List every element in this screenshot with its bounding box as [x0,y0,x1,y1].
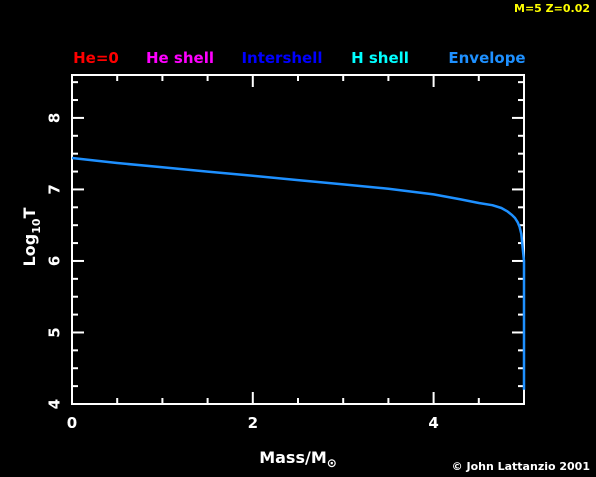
y-tick-label: 4 [46,399,64,409]
legend-item-he-0: He=0 [73,49,119,67]
axis-ticks: 0 2 4 4 5 6 7 8 [46,75,525,432]
series-line-envelope [71,156,526,390]
legend: He=0 He shell Intershell H shell Envelope [73,49,525,67]
legend-item-h-shell: H shell [351,49,409,67]
legend-item-he-shell: He shell [146,49,214,67]
x-tick-label: 0 [67,414,77,432]
y-tick-label: 7 [46,184,64,194]
series-group [71,156,526,390]
plot-frame [71,74,525,405]
y-tick-label: 8 [46,113,64,123]
y-tick-label: 5 [46,327,64,337]
legend-item-envelope: Envelope [448,49,525,67]
solar-mass-symbol: ⊙ [327,456,337,470]
y-tick-label: 6 [46,256,64,266]
x-tick-label: 4 [428,414,438,432]
model-label: M=5 Z=0.02 [514,2,590,15]
y-axis-label: Log10T [20,207,43,266]
credit: © John Lattanzio 2001 [452,460,590,473]
legend-item-intershell: Intershell [241,49,322,67]
x-tick-label: 2 [248,414,258,432]
x-axis-label: Mass/M⊙ [259,448,337,470]
